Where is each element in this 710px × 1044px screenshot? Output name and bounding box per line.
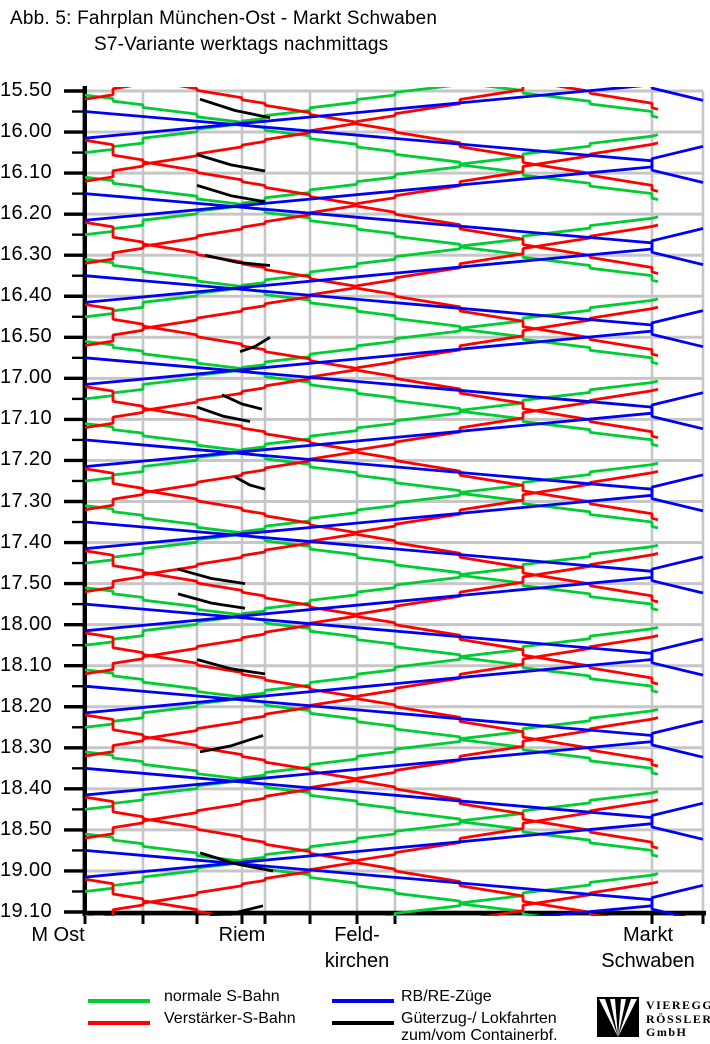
train-path-sbahn-normal-west — [84, 297, 659, 401]
train-path-freight — [199, 734, 264, 754]
time-tick-label: 16.30 — [0, 243, 53, 266]
train-path-sbahn-normal-east — [84, 422, 659, 530]
train-path-rbre-west — [84, 87, 644, 140]
time-tick-label: 19.00 — [0, 858, 53, 881]
train-path-rbre-west — [84, 473, 704, 551]
train-path-rbre-west — [84, 637, 704, 715]
train-path-rbre-east — [650, 87, 704, 102]
train-path-sbahn-normal-east — [84, 668, 659, 776]
time-tick-label: 17.00 — [0, 366, 53, 389]
figure-title-line1: Abb. 5: Fahrplan München-Ost - Markt Sch… — [10, 8, 438, 29]
time-tick-label: 18.10 — [0, 653, 53, 676]
legend-label: normale S-Bahn — [164, 988, 280, 1005]
train-path-freight — [199, 97, 271, 120]
train-path-sbahn-verstaerker-east — [554, 87, 659, 111]
train-path-sbahn-normal-east — [84, 750, 659, 858]
time-tick-label: 16.50 — [0, 325, 53, 348]
time-tick-label: 16.10 — [0, 161, 53, 184]
train-path-freight — [239, 336, 271, 354]
legend-swatch-green-line — [88, 999, 150, 1003]
train-path-sbahn-normal-west — [84, 790, 659, 893]
figure-title: Abb. 5: Fahrplan München-Ost - Markt Sch… — [10, 6, 437, 58]
time-tick-label: 16.20 — [0, 202, 53, 225]
train-path-sbahn-normal-east — [84, 257, 659, 366]
train-path-freight — [177, 567, 246, 585]
train-path-freight — [199, 851, 274, 873]
train-path-sbahn-normal-west — [383, 872, 659, 916]
train-path-sbahn-normal-west — [84, 87, 453, 154]
time-tick-label: 17.40 — [0, 530, 53, 553]
train-path-rbre-west — [84, 391, 704, 468]
train-path-freight — [221, 393, 263, 411]
time-tick-label: 16.00 — [0, 120, 53, 143]
legend-label: Verstärker-S-Bahn — [164, 1010, 296, 1027]
train-path-sbahn-normal-east — [84, 340, 659, 448]
time-tick-label: 17.50 — [0, 571, 53, 594]
station-label: Markt Schwaben — [601, 924, 695, 972]
time-tick-label: 18.00 — [0, 612, 53, 635]
train-path-sbahn-normal-west — [84, 379, 659, 483]
time-axis-line — [82, 86, 87, 916]
time-tick-label: 18.30 — [0, 735, 53, 758]
time-tick-label: 19.10 — [0, 900, 53, 922]
legend-swatch-black-line — [332, 1021, 394, 1025]
train-path-rbre-west — [84, 309, 704, 386]
train-path-freight — [196, 153, 266, 173]
train-path-freight — [196, 184, 266, 204]
train-path-sbahn-normal-west — [84, 133, 659, 237]
train-paths — [84, 87, 704, 916]
train-path-freight — [204, 253, 271, 267]
time-tick-label: 15.50 — [0, 79, 53, 101]
time-tick-label: 16.40 — [0, 284, 53, 307]
time-tick-label: 17.30 — [0, 489, 53, 512]
train-path-sbahn-verstaerker-west — [479, 880, 659, 916]
train-path-rbre-west — [528, 883, 704, 916]
train-path-sbahn-normal-east — [84, 504, 659, 612]
train-path-rbre-west — [84, 145, 704, 222]
train-path-sbahn-normal-west — [84, 215, 659, 319]
train-path-sbahn-normal-east — [84, 832, 551, 916]
train-path-sbahn-normal-west — [84, 625, 659, 729]
legend-label: Güterzug-/ Lokfahrten zum/vom Containerb… — [401, 1010, 558, 1044]
train-path-freight — [196, 658, 266, 676]
train-path-sbahn-normal-east — [84, 586, 659, 694]
train-path-rbre-west — [84, 719, 704, 797]
train-path-sbahn-normal-east — [482, 87, 659, 119]
legend-swatch-red-line — [88, 1021, 150, 1025]
train-path-sbahn-normal-west — [84, 461, 659, 565]
station-label: Feld- kirchen — [324, 924, 390, 972]
train-path-sbahn-verstaerker-west — [84, 87, 525, 183]
time-tick-label: 18.40 — [0, 776, 53, 799]
legend-swatch-blue-line — [332, 999, 394, 1003]
train-path-sbahn-normal-west — [84, 543, 659, 647]
train-path-sbahn-normal-east — [84, 93, 659, 201]
station-label: Riem — [218, 924, 266, 946]
train-path-freight — [209, 904, 264, 916]
vieregg-roessler-logo-icon — [597, 997, 639, 1037]
train-path-rbre-west — [84, 555, 704, 633]
company-logo: VIEREGG RÖSSLER GmbH — [597, 997, 710, 1040]
train-path-rbre-west — [84, 227, 704, 304]
train-path-freight — [196, 405, 251, 423]
train-path-freight — [234, 475, 266, 491]
train-path-sbahn-normal-east — [84, 175, 659, 284]
company-name: VIEREGG RÖSSLER GmbH — [646, 998, 710, 1039]
time-tick-label: 17.20 — [0, 448, 53, 471]
figure-title-line2: S7-Variante werktags nachmittags — [94, 34, 389, 55]
train-path-sbahn-verstaerker-west — [84, 87, 133, 101]
train-path-sbahn-normal-west — [84, 708, 659, 811]
time-tick-label: 18.50 — [0, 817, 53, 840]
train-path-sbahn-verstaerker-east — [178, 87, 659, 193]
time-tick-label: 17.10 — [0, 407, 53, 430]
station-label: M Ost — [31, 924, 85, 946]
time-tick-label: 18.20 — [0, 694, 53, 717]
train-path-rbre-west — [84, 801, 704, 879]
legend-label: RB/RE-Züge — [401, 988, 492, 1005]
train-path-freight — [177, 592, 246, 610]
